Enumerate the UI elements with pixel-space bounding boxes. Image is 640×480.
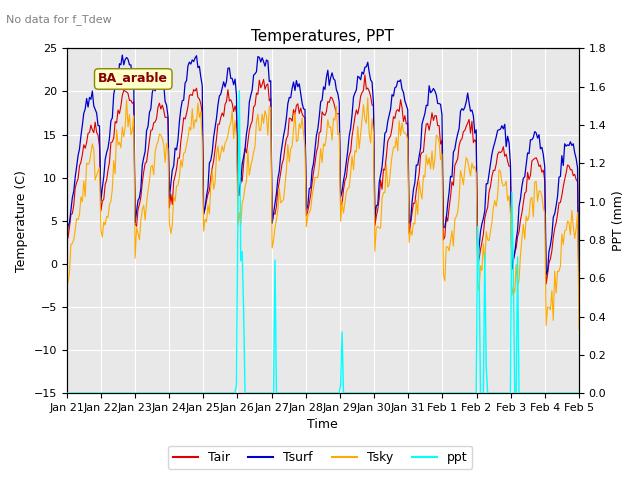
Legend: Tair, Tsurf, Tsky, ppt: Tair, Tsurf, Tsky, ppt	[168, 446, 472, 469]
Title: Temperatures, PPT: Temperatures, PPT	[252, 29, 394, 44]
Text: BA_arable: BA_arable	[99, 72, 168, 85]
X-axis label: Time: Time	[307, 419, 338, 432]
Y-axis label: PPT (mm): PPT (mm)	[612, 191, 625, 251]
Text: No data for f_Tdew: No data for f_Tdew	[6, 14, 112, 25]
Y-axis label: Temperature (C): Temperature (C)	[15, 170, 28, 272]
